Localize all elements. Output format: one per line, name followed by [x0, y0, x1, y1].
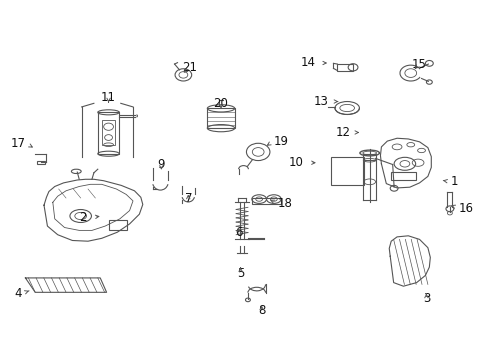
- Text: 6: 6: [234, 226, 242, 239]
- Bar: [363, 154, 375, 160]
- Bar: [98, 112, 119, 154]
- Bar: [207, 108, 234, 128]
- Text: 4: 4: [15, 287, 22, 300]
- Text: 9: 9: [157, 158, 165, 171]
- Text: 18: 18: [277, 197, 292, 210]
- Text: 5: 5: [236, 267, 244, 280]
- Text: 2: 2: [80, 211, 87, 224]
- Bar: [37, 161, 45, 164]
- Bar: [102, 120, 115, 145]
- Bar: [390, 172, 415, 180]
- Text: 8: 8: [257, 304, 265, 317]
- Text: 3: 3: [422, 292, 429, 305]
- Bar: [330, 157, 363, 185]
- Bar: [108, 220, 127, 230]
- Text: 1: 1: [450, 175, 457, 188]
- Bar: [252, 198, 280, 204]
- Text: 11: 11: [101, 91, 116, 104]
- Text: 12: 12: [335, 126, 350, 139]
- Text: 14: 14: [300, 57, 315, 69]
- Text: 20: 20: [213, 97, 228, 110]
- Text: 7: 7: [184, 192, 192, 205]
- Text: 13: 13: [313, 95, 328, 108]
- Text: 19: 19: [273, 135, 288, 148]
- Text: 21: 21: [182, 61, 197, 74]
- Text: 15: 15: [411, 58, 426, 71]
- Text: 10: 10: [288, 156, 303, 169]
- Text: 16: 16: [458, 202, 473, 215]
- Bar: [337, 64, 352, 71]
- Text: 17: 17: [10, 137, 25, 150]
